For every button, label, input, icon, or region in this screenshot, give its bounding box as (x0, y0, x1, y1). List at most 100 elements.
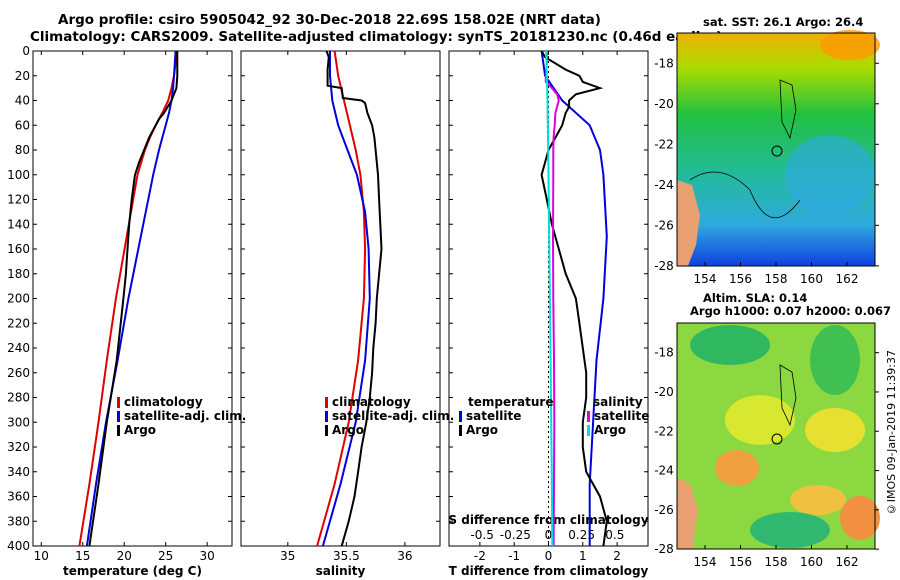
x-tick-label: 0 (545, 549, 553, 563)
panel-frame (32, 50, 233, 547)
x-axis-label: salinity (316, 564, 366, 578)
legend-label: satellite (594, 409, 649, 423)
x-tick-label: 10 (34, 549, 49, 563)
series-t-satellite (540, 50, 608, 546)
sla-map (676, 322, 880, 550)
lat-tick-label: -20 (654, 385, 674, 399)
lon-tick-label: 158 (765, 272, 788, 286)
series-t-argo (540, 50, 608, 547)
legend-swatch (459, 411, 462, 422)
series-climatology (316, 50, 367, 547)
x-tick-label: 35 (280, 549, 295, 563)
lon-tick-label: 154 (694, 272, 717, 286)
depth-tick-label: 320 (7, 440, 30, 454)
lat-tick-label: -24 (654, 178, 674, 192)
lon-tick-label: 154 (694, 555, 717, 569)
s-diff-tick-label: 0.25 (568, 528, 595, 542)
lon-tick-label: 162 (836, 272, 859, 286)
x-tick-label: 20 (117, 549, 132, 563)
lon-tick-label: 160 (800, 272, 823, 286)
legend-label: climatology (332, 395, 411, 409)
lon-tick-label: 156 (729, 555, 752, 569)
x-tick-label: 36 (397, 549, 412, 563)
legend-swatch (325, 397, 328, 408)
depth-tick-label: 60 (15, 118, 30, 132)
depth-tick-label: 240 (7, 341, 30, 355)
lat-tick-label: -24 (654, 464, 674, 478)
depth-tick-label: 120 (7, 193, 30, 207)
lon-tick-label: 156 (729, 272, 752, 286)
legend-label: salinity (593, 395, 643, 409)
x-tick-label: 30 (199, 549, 214, 563)
x-tick-label: 35.5 (333, 549, 360, 563)
legend-label: satellite-adj. clim. (332, 409, 454, 423)
x-tick-label: 25 (158, 549, 173, 563)
depth-tick-label: 180 (7, 267, 30, 281)
lat-tick-label: -26 (654, 503, 674, 517)
depth-tick-label: 360 (7, 490, 30, 504)
lon-tick-label: 162 (836, 555, 859, 569)
depth-tick-label: 220 (7, 316, 30, 330)
legend-label: Argo (124, 423, 156, 437)
depth-tick-label: 300 (7, 415, 30, 429)
lat-tick-label: -20 (654, 97, 674, 111)
profile-panel-3: -2 -1 0 1 2T difference from climatology S di… (448, 50, 649, 578)
lon-tick-label: 160 (800, 555, 823, 569)
x-axis-label: T difference from climatology (449, 564, 649, 578)
s-diff-tick-label: -0.5 (470, 528, 493, 542)
lat-tick-label: -28 (654, 542, 674, 556)
sla-argo-title: Argo h1000: 0.07 h2000: 0.067 (690, 304, 892, 318)
depth-tick-label: 160 (7, 242, 30, 256)
depth-tick-label: 20 (15, 69, 30, 83)
sst-map-axes: -18 -20 -22 -24 -26 -28 154 156 158 160 162 (654, 56, 879, 286)
legend-swatch (117, 425, 120, 436)
legend-swatch (459, 425, 462, 436)
depth-tick-label: 40 (15, 94, 30, 108)
x-tick-label: 1 (579, 549, 587, 563)
sla-map-title: Altim. SLA: 0.14 (703, 291, 808, 305)
x-tick-label: 2 (613, 549, 621, 563)
s-diff-tick-label: 0.5 (605, 528, 624, 542)
legend-label: satellite (466, 409, 521, 423)
legend-label: satellite-adj. clim. (124, 409, 246, 423)
lat-tick-label: -22 (654, 137, 674, 151)
profile-panel-1: 0 20 40 60 80 100 120 140 160 180 200 220 240 260 280 3… (7, 44, 246, 578)
x-tick-label: 15 (75, 549, 90, 563)
series-satellite-adj-clim- (321, 51, 371, 547)
series-s-argo (545, 50, 554, 547)
profile-title: Argo profile: csiro 5905042_92 30-Dec-20… (58, 12, 601, 28)
lat-tick-label: -18 (654, 56, 674, 70)
series-s-satellite (544, 51, 560, 547)
series-argo (325, 50, 383, 547)
depth-tick-label: 380 (7, 514, 30, 528)
depth-tick-label: 200 (7, 292, 30, 306)
s-diff-tick-label: 0 (545, 528, 553, 542)
lat-tick-label: -22 (654, 424, 674, 438)
legend-swatch (325, 425, 328, 436)
depth-tick-label: 340 (7, 465, 30, 479)
depth-tick-label: 260 (7, 366, 30, 380)
depth-tick-label: 140 (7, 217, 30, 231)
legend-swatch (587, 425, 590, 436)
depth-tick-label: 280 (7, 391, 30, 405)
x-tick-label: -1 (508, 549, 520, 563)
legend-swatch (117, 411, 120, 422)
s-diff-axis-label: S difference from climatology (448, 513, 648, 527)
legend-swatch (587, 411, 590, 422)
s-diff-tick-label: -0.25 (500, 528, 531, 542)
x-tick-label: -2 (474, 549, 486, 563)
depth-tick-label: 80 (15, 143, 30, 157)
depth-tick-label: 0 (22, 44, 30, 58)
legend-label: climatology (124, 395, 203, 409)
lat-tick-label: -28 (654, 259, 674, 273)
depth-tick-label: 400 (7, 539, 30, 553)
legend-swatch (117, 397, 120, 408)
legend-label: Argo (466, 423, 498, 437)
lat-tick-label: -26 (654, 218, 674, 232)
legend-label: Argo (594, 423, 626, 437)
legend-label: Argo (332, 423, 364, 437)
x-axis-label: temperature (deg C) (63, 564, 202, 578)
profile-panel-2: 35 35.5 36 salinity climatologysatellite-adj… (240, 50, 454, 578)
sla-map-axes: -18 -20 -22 -24 -26 -28 154 156 158 160 162 (654, 346, 879, 569)
